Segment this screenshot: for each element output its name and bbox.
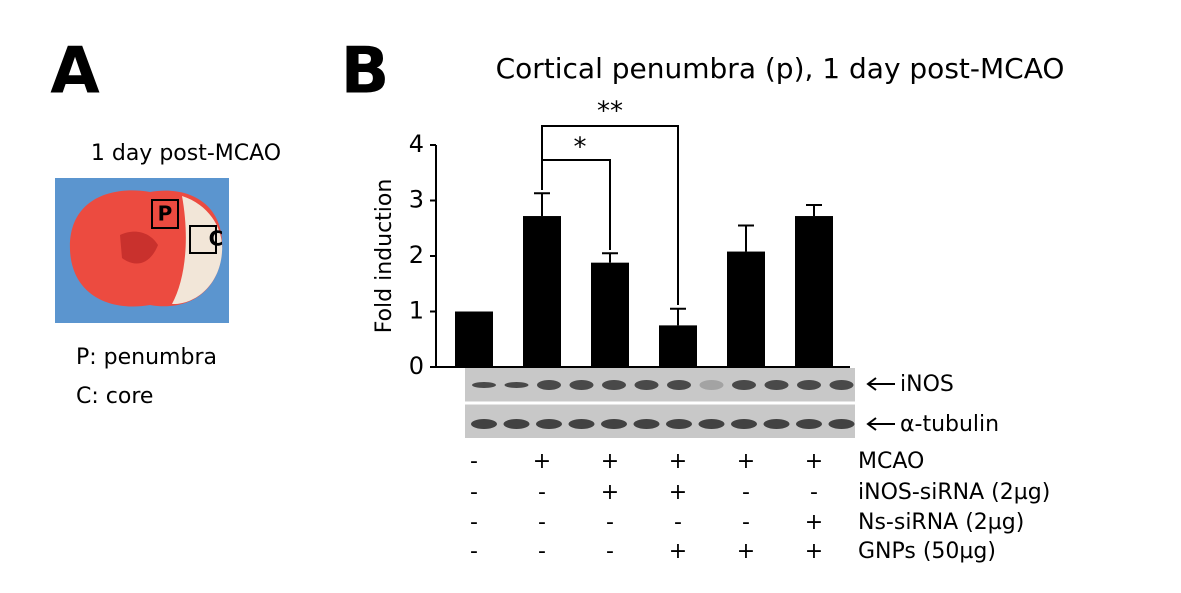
band — [601, 419, 627, 429]
condition-mark: + — [669, 539, 687, 564]
condition-mark: + — [601, 480, 619, 505]
band — [568, 419, 595, 429]
band — [471, 419, 497, 429]
band — [602, 380, 626, 390]
blot-label: α-tubulin — [900, 412, 999, 437]
condition-mark: + — [669, 480, 687, 505]
error-bar — [534, 192, 550, 217]
brain-detail — [120, 231, 158, 264]
bracket — [541, 159, 611, 250]
bar — [727, 251, 765, 367]
band — [667, 380, 691, 390]
condition-mark: - — [538, 510, 546, 535]
condition-label: iNOS-siRNA (2µg) — [858, 480, 1050, 505]
band — [503, 419, 530, 429]
box-label: P — [158, 202, 173, 226]
y-tick-label: 0 — [409, 352, 424, 380]
band — [828, 419, 855, 429]
y-tick-label: 2 — [409, 241, 424, 269]
caption: 1 day post-MCAO — [91, 141, 281, 166]
band — [829, 380, 854, 390]
band — [536, 419, 562, 429]
y-tick-label: 1 — [409, 297, 424, 325]
condition-mark: + — [669, 449, 687, 474]
band — [666, 419, 692, 429]
condition-mark: - — [742, 510, 750, 535]
bar — [659, 325, 697, 367]
condition-mark: + — [805, 510, 823, 535]
condition-mark: + — [805, 539, 823, 564]
bar — [795, 216, 833, 367]
bracket — [541, 125, 679, 305]
band — [537, 380, 561, 390]
band — [731, 419, 757, 429]
condition-mark: - — [538, 539, 546, 564]
legend-text: P: penumbra — [76, 345, 217, 370]
condition-mark: + — [737, 539, 755, 564]
condition-mark: - — [810, 480, 818, 505]
band — [732, 380, 756, 390]
condition-mark: + — [737, 449, 755, 474]
condition-mark: - — [470, 480, 478, 505]
condition-mark: - — [674, 510, 682, 535]
panel-letter: B — [341, 35, 390, 109]
error-bar — [602, 252, 618, 263]
y-tick-label: 4 — [409, 130, 424, 158]
legend-text: C: core — [76, 384, 153, 409]
condition-mark: + — [805, 449, 823, 474]
error-bar — [670, 307, 686, 326]
band — [633, 419, 660, 429]
condition-label: MCAO — [858, 449, 924, 474]
band — [796, 419, 822, 429]
bar — [455, 311, 493, 367]
y-axis-label: Fold induction — [372, 179, 397, 334]
arrow — [866, 417, 895, 431]
significance: ** — [597, 97, 623, 127]
significance: * — [574, 133, 587, 163]
condition-mark: - — [470, 510, 478, 535]
condition-mark: - — [742, 480, 750, 505]
condition-mark: - — [606, 510, 614, 535]
band — [472, 382, 496, 388]
error-bar — [806, 203, 822, 217]
bar — [591, 262, 629, 367]
box — [189, 225, 217, 254]
band — [698, 419, 725, 429]
band — [763, 419, 790, 429]
band — [569, 380, 594, 390]
condition-mark: - — [538, 480, 546, 505]
band — [634, 380, 659, 390]
condition-mark: + — [601, 449, 619, 474]
condition-mark: - — [470, 539, 478, 564]
band — [504, 382, 529, 388]
condition-label: Ns-siRNA (2µg) — [858, 510, 1024, 535]
chart-title: Cortical penumbra (p), 1 day post-MCAO — [496, 52, 1065, 85]
blot-bands — [471, 380, 855, 429]
infarct — [172, 196, 223, 305]
y-tick-label: 3 — [409, 186, 424, 214]
condition-label: GNPs (50µg) — [858, 539, 996, 564]
box-label: C — [209, 227, 224, 251]
arrow — [866, 377, 895, 391]
condition-mark: + — [533, 449, 551, 474]
condition-mark: - — [606, 539, 614, 564]
error-bar — [738, 224, 754, 252]
panel-letter: A — [50, 35, 100, 109]
box — [151, 199, 179, 229]
bar — [523, 216, 561, 367]
band — [764, 380, 789, 390]
condition-mark: - — [470, 449, 478, 474]
band — [699, 380, 724, 390]
blot-label: iNOS — [900, 372, 954, 397]
band — [797, 380, 821, 390]
